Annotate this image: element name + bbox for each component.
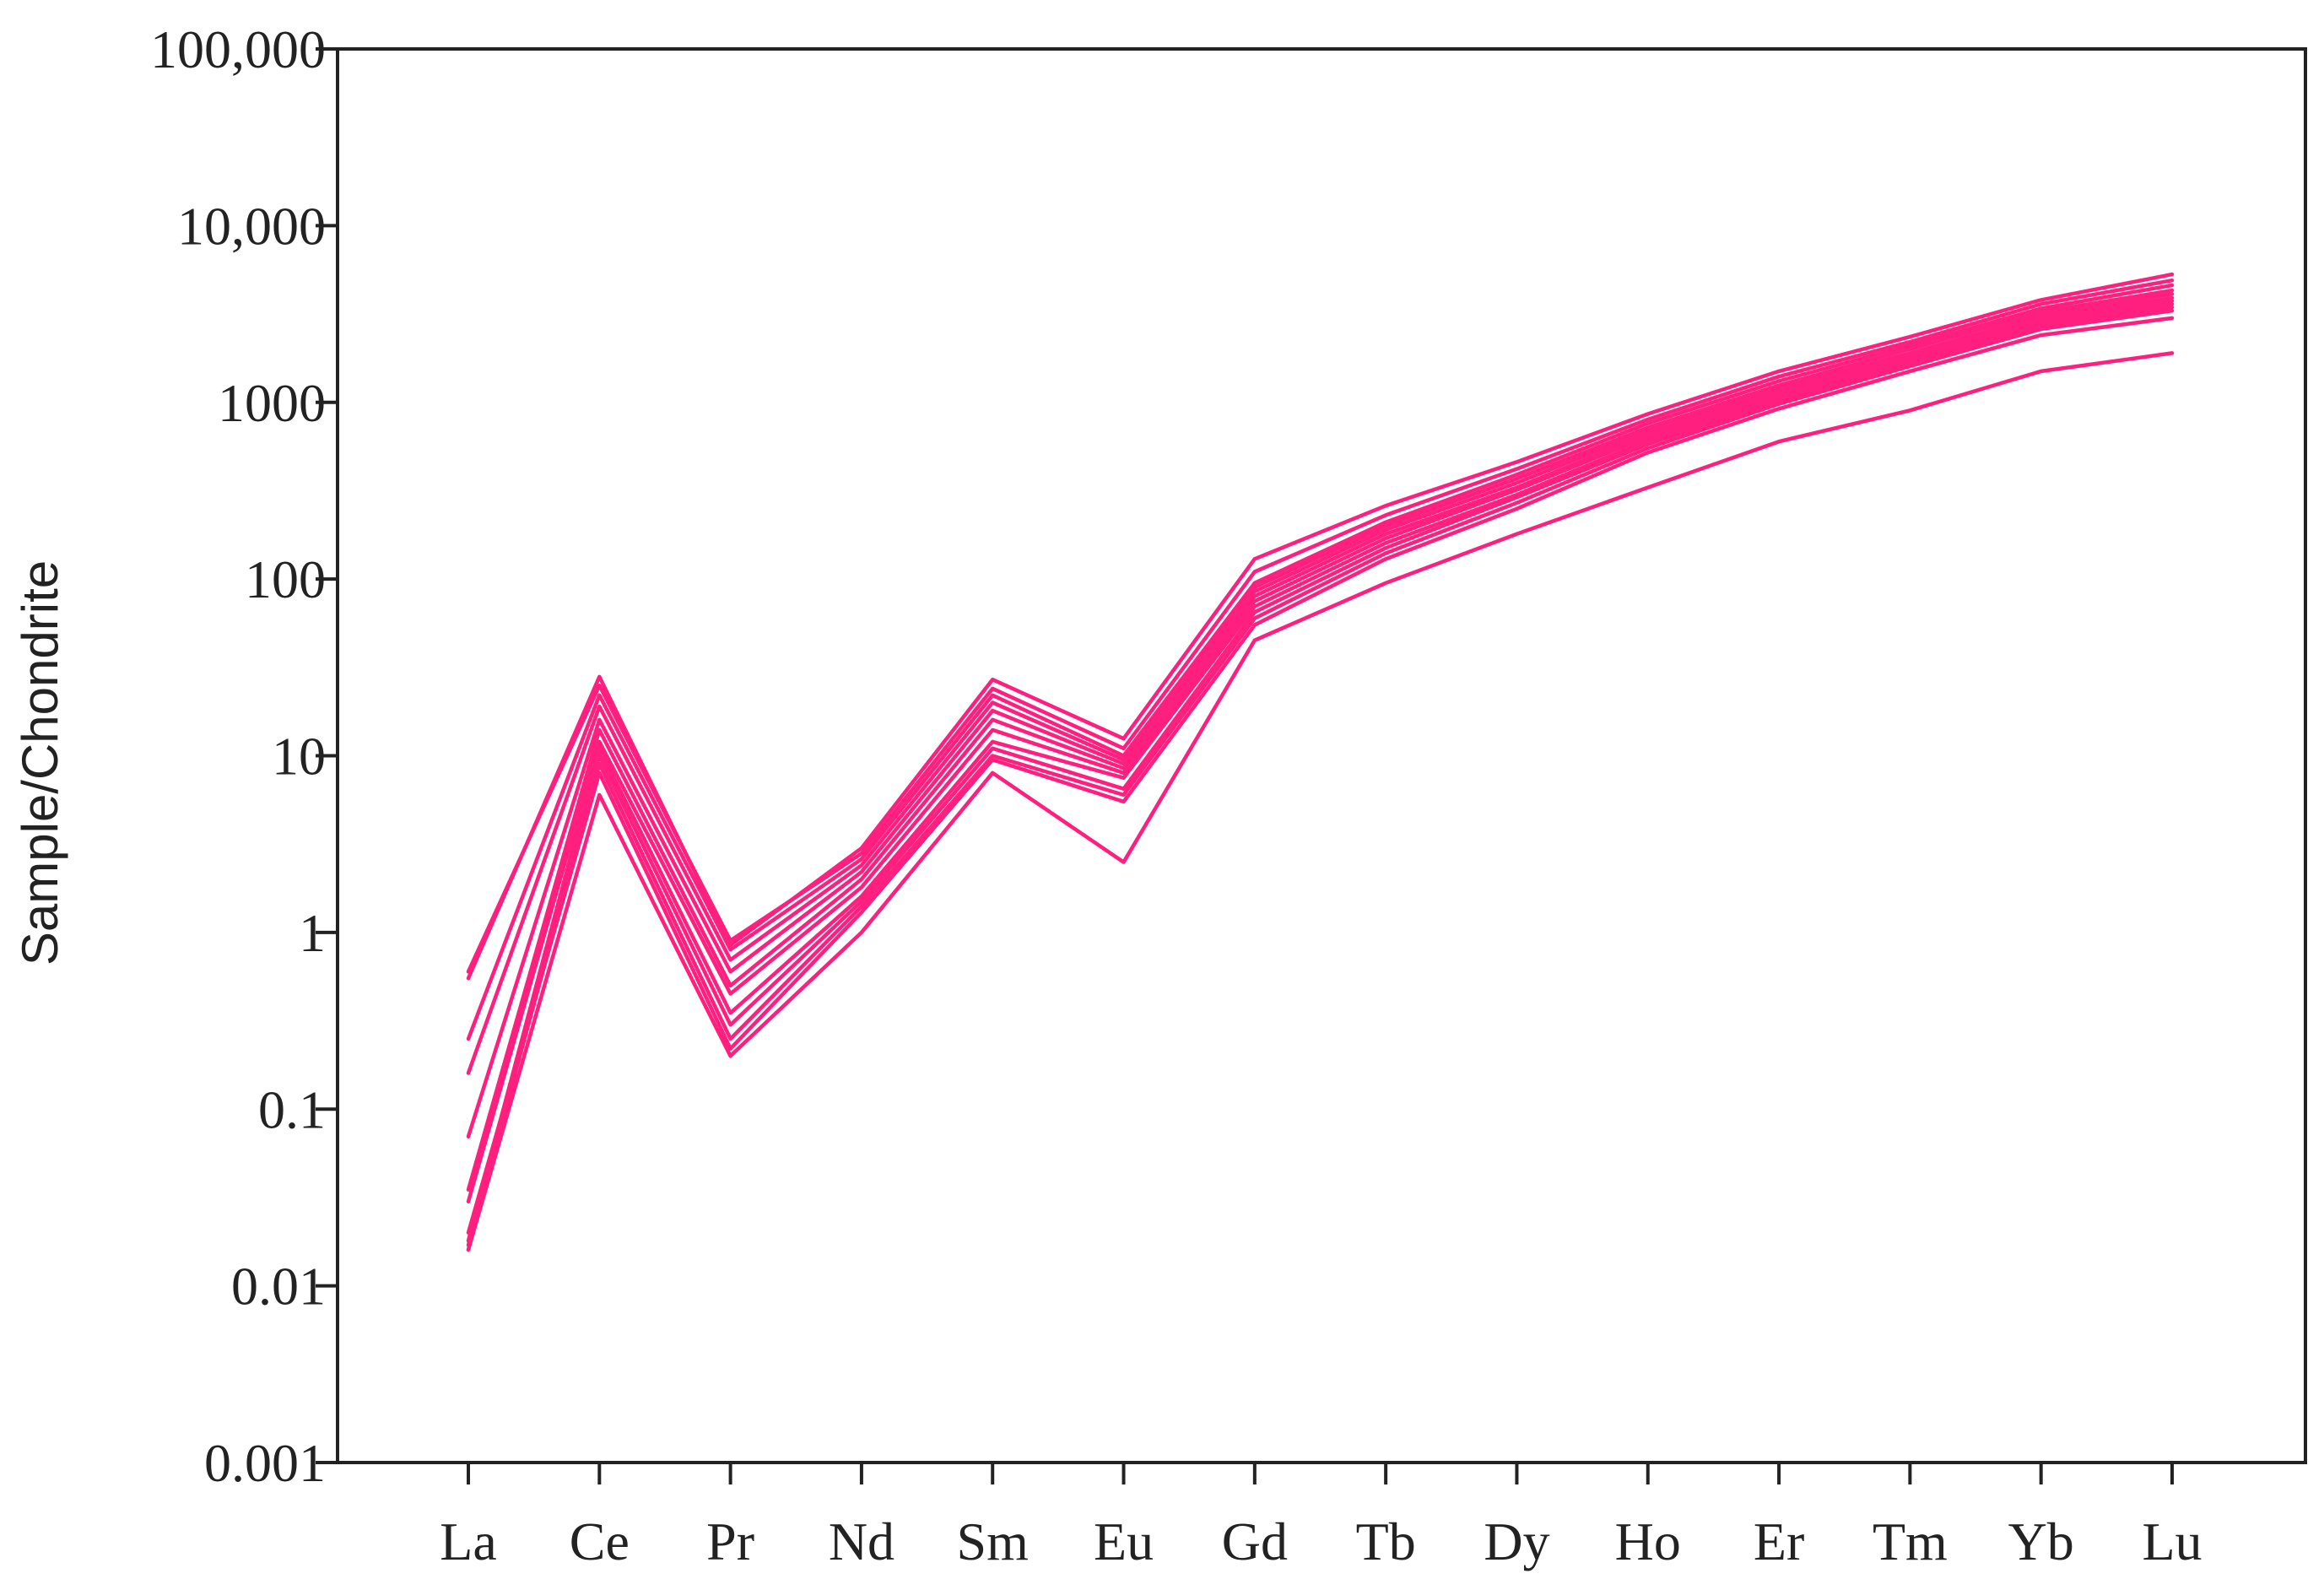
x-tick-label: Nd <box>829 1511 894 1571</box>
y-tick-label: 100 <box>245 549 326 609</box>
x-tick-label: Ho <box>1615 1511 1681 1571</box>
series-line-9 <box>466 305 2175 1252</box>
y-tick-label: 100,000 <box>150 19 326 79</box>
x-tick-label: La <box>440 1511 497 1571</box>
series-line-12 <box>466 351 2175 1252</box>
y-tick-label: 1 <box>299 903 326 963</box>
series-line-2 <box>466 278 2175 974</box>
x-tick-label: Tm <box>1873 1511 1948 1571</box>
series-line-10 <box>466 308 2175 1247</box>
x-tick-label: Tb <box>1356 1511 1416 1571</box>
x-tick-label: Sm <box>957 1511 1029 1571</box>
x-tick-label: Eu <box>1094 1511 1154 1571</box>
x-tick-label: Lu <box>2142 1511 2202 1571</box>
x-tick-label: Gd <box>1222 1511 1288 1571</box>
series-line-7 <box>466 299 2175 1203</box>
series-line-11 <box>466 316 2175 1235</box>
x-tick-label: Ce <box>570 1511 630 1571</box>
y-tick-label: 0.001 <box>204 1433 326 1493</box>
series-line-8 <box>466 302 2175 1243</box>
series-line-3 <box>466 283 2175 1041</box>
y-tick-label: 10 <box>272 727 326 787</box>
y-tick-label: 10,000 <box>177 196 326 256</box>
y-tick-label: 1000 <box>218 373 326 433</box>
series-line-6 <box>466 295 2175 1192</box>
series-line-5 <box>466 292 2175 1138</box>
series-line-1 <box>466 272 2175 981</box>
x-tick-label: Pr <box>706 1511 754 1571</box>
x-tick-label: Yb <box>2008 1511 2074 1571</box>
plot-frame <box>336 47 2307 1464</box>
y-tick-label: 0.01 <box>231 1257 326 1317</box>
x-tick-label: Dy <box>1484 1511 1549 1571</box>
y-axis-title: Sample/Chondrite <box>12 560 68 965</box>
y-tick-label: 0.1 <box>258 1079 326 1139</box>
series-line-4 <box>466 288 2175 1075</box>
x-tick-label: Er <box>1754 1511 1804 1571</box>
